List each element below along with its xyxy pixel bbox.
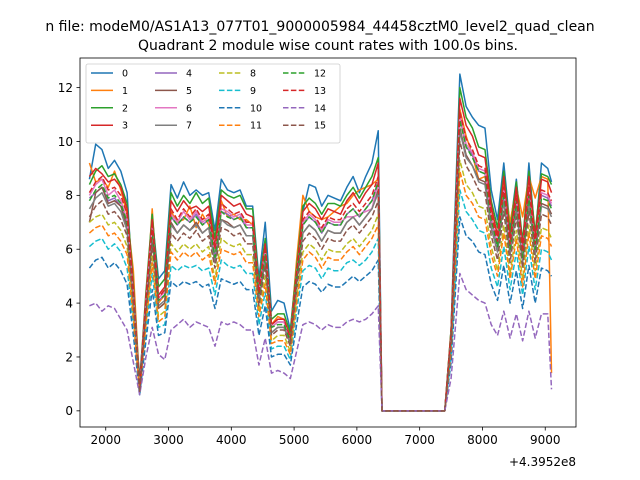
- legend-label-13: 13: [314, 86, 326, 97]
- legend-label-7: 7: [186, 121, 192, 132]
- legend-label-11: 11: [250, 121, 262, 132]
- series-line-13: [88, 111, 553, 412]
- x-tick-label: 2000: [90, 433, 121, 447]
- legend-label-15: 15: [314, 121, 326, 132]
- series-line-15: [88, 140, 553, 412]
- legend-label-3: 3: [122, 121, 128, 132]
- y-tick-label: 10: [58, 135, 73, 149]
- x-tick-label: 6000: [342, 433, 373, 447]
- series-layer: [88, 73, 553, 412]
- legend-label-1: 1: [122, 86, 128, 97]
- y-tick-label: 2: [65, 350, 73, 364]
- y-tick-label: 6: [65, 243, 73, 257]
- series-line-14: [89, 272, 553, 412]
- y-axis: 0 2 4 6 8 10 12: [58, 81, 80, 418]
- x-tick-label: 7000: [404, 433, 435, 447]
- legend-label-0: 0: [122, 69, 128, 80]
- x-tick-label: 3000: [153, 433, 184, 447]
- figure-suptitle: n file: modeM0/AS1A13_077T01_9000005984_…: [45, 19, 594, 35]
- y-tick-label: 12: [58, 81, 73, 95]
- legend-box: [85, 63, 341, 144]
- x-tick-label: 8000: [467, 433, 498, 447]
- legend-label-9: 9: [250, 86, 256, 97]
- legend-label-2: 2: [122, 103, 128, 114]
- series-line-9: [88, 189, 553, 412]
- x-axis: 2000 3000 4000 5000 6000 7000 8000 9000: [90, 427, 561, 447]
- series-line-10: [88, 216, 553, 412]
- x-tick-label: 5000: [279, 433, 310, 447]
- x-tick-label: 4000: [216, 433, 247, 447]
- plot-frame: [79, 57, 577, 428]
- series-line-11: [88, 170, 553, 412]
- y-tick-label: 8: [65, 189, 73, 203]
- legend-label-8: 8: [250, 69, 256, 80]
- legend-label-14: 14: [314, 103, 326, 114]
- chart-title: Quadrant 2 module wise count rates with …: [138, 38, 518, 54]
- legend-label-10: 10: [250, 103, 262, 114]
- x-offset-text: +4.3952e8: [509, 455, 576, 469]
- legend-label-6: 6: [186, 103, 192, 114]
- y-tick-label: 4: [65, 296, 73, 310]
- x-tick-label: 9000: [530, 433, 561, 447]
- legend-label-12: 12: [314, 69, 326, 80]
- legend-label-4: 4: [186, 69, 192, 80]
- legend-label-5: 5: [186, 86, 192, 97]
- y-tick-label: 0: [65, 404, 73, 418]
- series-line-8: [88, 159, 553, 412]
